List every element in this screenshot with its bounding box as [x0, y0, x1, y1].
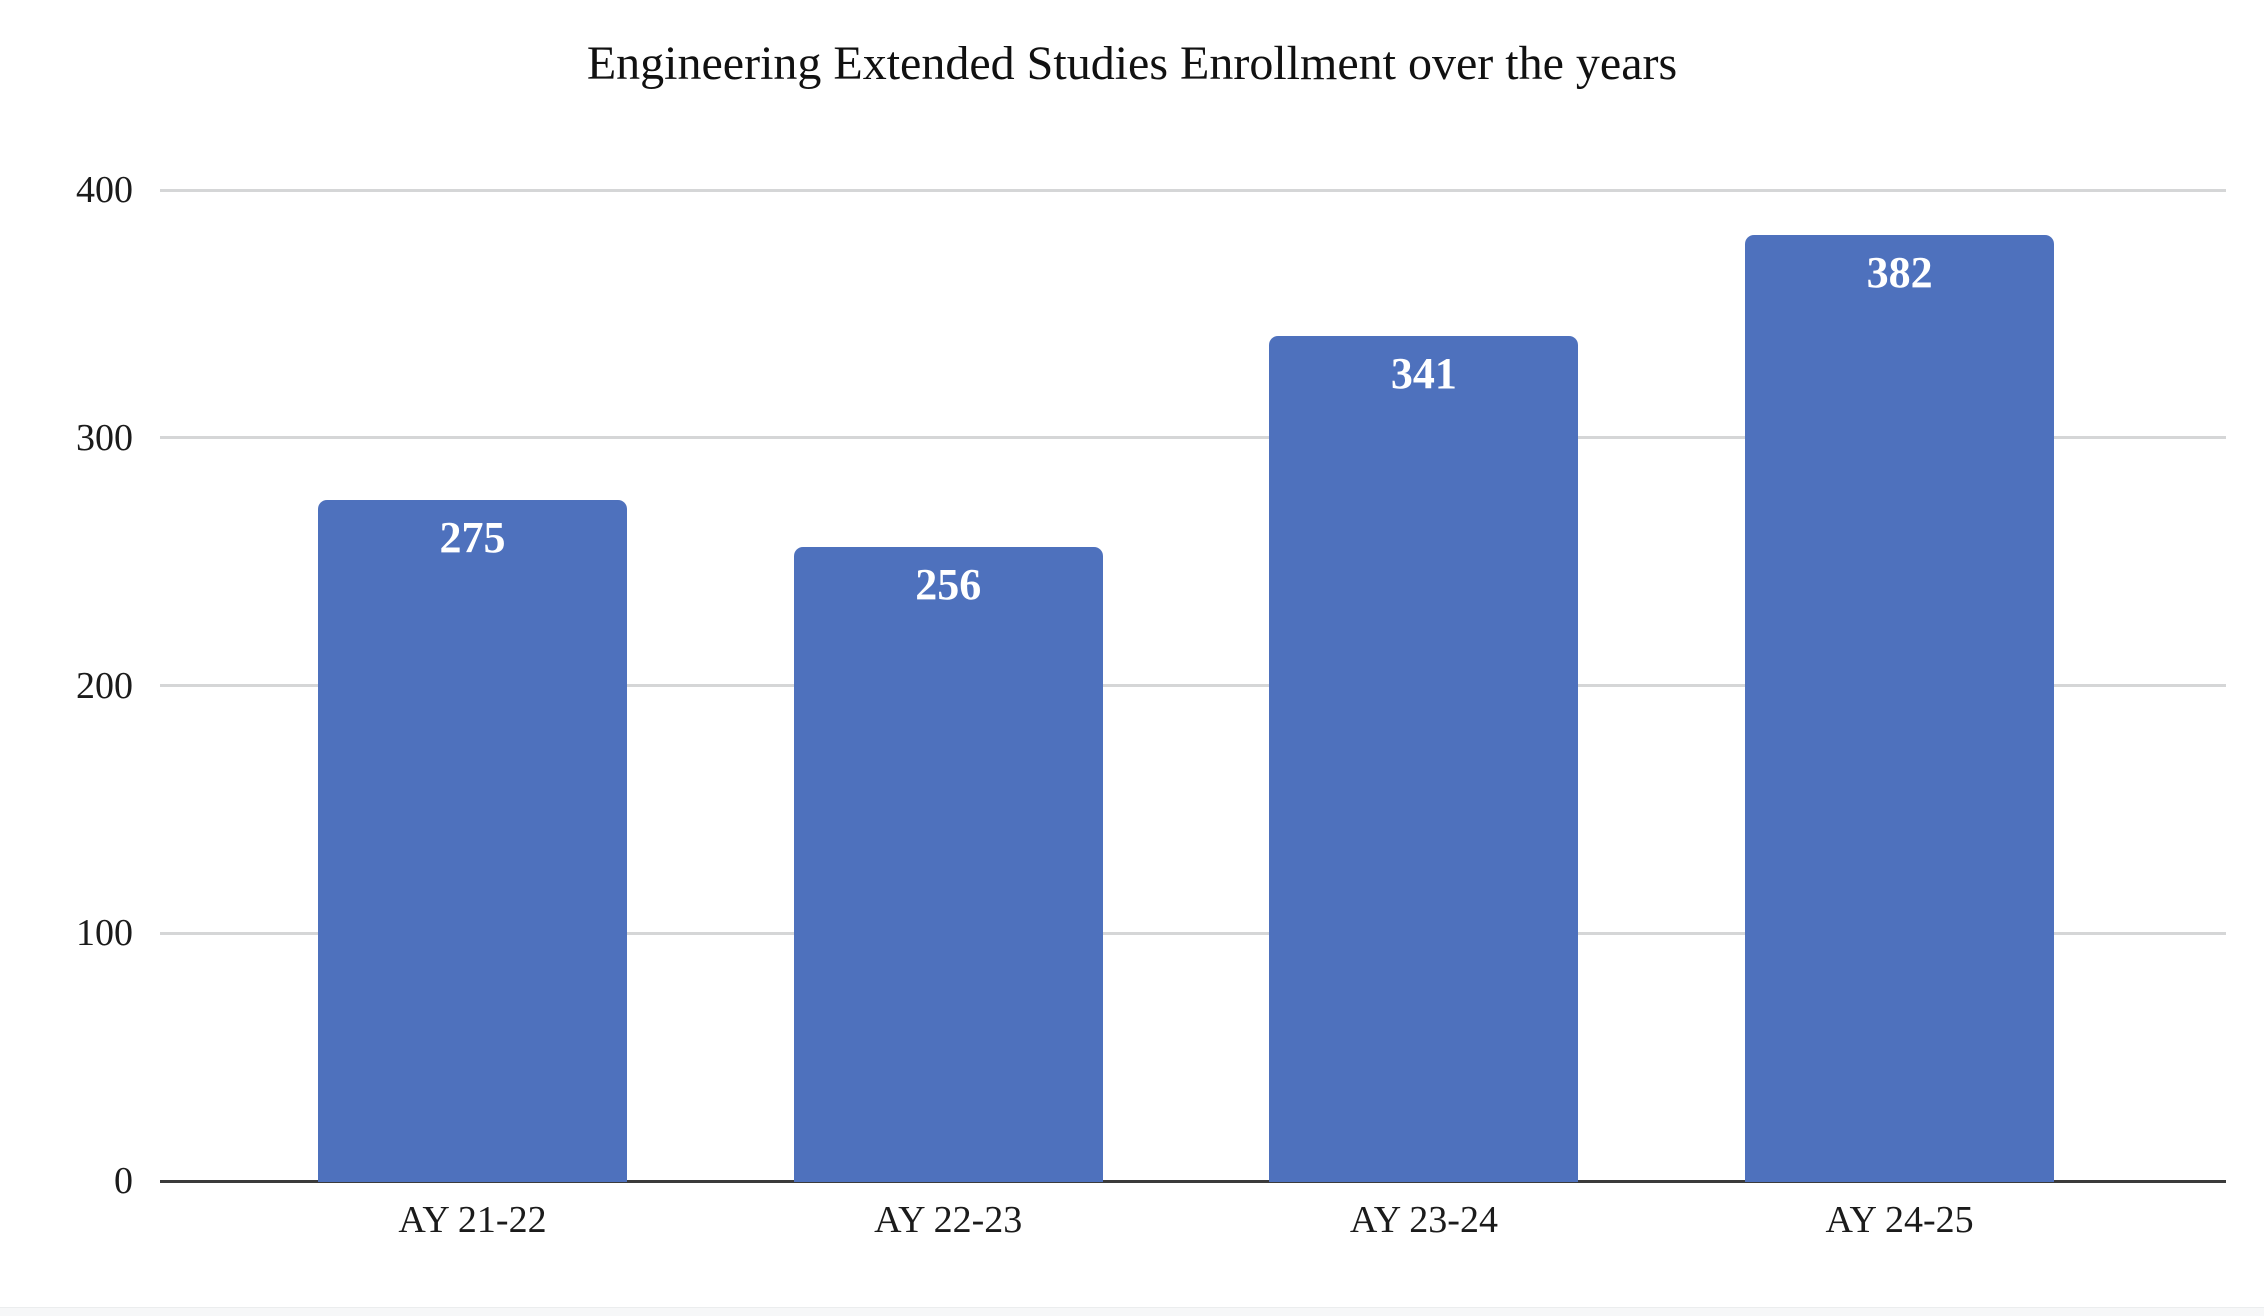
bar-ay-23-24: 341 [1269, 336, 1579, 1182]
bar-value-label: 275 [439, 512, 506, 562]
bottom-strip [0, 1307, 2264, 1316]
gridline [160, 188, 2226, 192]
y-axis-label: 200 [76, 664, 133, 707]
bar-ay-21-22: 275 [318, 499, 627, 1182]
x-axis-label: AY 24-25 [1825, 1199, 1974, 1241]
bar-ay-24-25: 382 [1745, 234, 2055, 1182]
bar-value-label: 341 [1390, 349, 1457, 399]
x-axis-label: AY 22-23 [874, 1199, 1023, 1241]
gridline [160, 436, 2226, 440]
gridline [160, 931, 2226, 935]
x-axis-label: AY 21-22 [398, 1199, 547, 1241]
y-axis-label: 400 [76, 169, 133, 211]
y-axis-label: 300 [76, 416, 133, 459]
x-axis-line [160, 1179, 2226, 1183]
bar-value-label: 256 [915, 559, 982, 609]
bar-ay-22-23: 256 [793, 546, 1103, 1182]
x-axis-label: AY 23-24 [1349, 1199, 1498, 1241]
y-axis-label: 0 [114, 1160, 133, 1202]
y-axis-label: 100 [76, 912, 133, 955]
bar-value-label: 382 [1866, 247, 1933, 297]
chart-title: Engineering Extended Studies Enrollment … [586, 37, 1678, 90]
gridline [160, 684, 2226, 687]
